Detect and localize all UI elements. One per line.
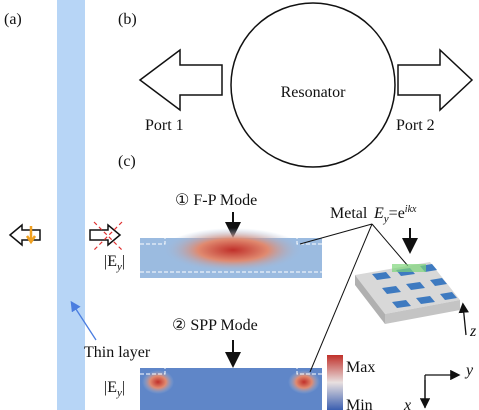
port-label: Port 2 bbox=[396, 117, 435, 134]
thin-layer-strip bbox=[57, 0, 85, 410]
colorbar-max: Max bbox=[346, 359, 375, 376]
resonator bbox=[230, 2, 396, 168]
pointer bbox=[70, 300, 97, 341]
field-label: |Ey| bbox=[104, 253, 125, 273]
metal-outline bbox=[140, 368, 322, 375]
transmitted-arrow bbox=[89, 223, 122, 247]
colorbar bbox=[327, 355, 343, 410]
field-hotspot bbox=[163, 228, 303, 272]
axis-label: z bbox=[469, 323, 477, 340]
field-hotspot bbox=[288, 370, 320, 394]
port-arrow bbox=[397, 48, 474, 112]
mode-title: ① F-P Mode bbox=[175, 192, 257, 209]
slab-side bbox=[355, 275, 385, 324]
excitation-spot bbox=[392, 264, 426, 272]
axis-arrow bbox=[458, 302, 469, 336]
slab-front bbox=[385, 300, 460, 324]
resonator-label: Resonator bbox=[281, 84, 347, 101]
reflected-arrow bbox=[8, 223, 41, 247]
metal-outline bbox=[140, 238, 322, 273]
colorbar-min: Min bbox=[346, 397, 373, 410]
panel-label: (a) bbox=[4, 11, 22, 28]
axis-label: y bbox=[464, 362, 474, 379]
excitation-label: Ey=eikx bbox=[373, 204, 417, 225]
thin-layer-label: Thin layer bbox=[84, 344, 151, 361]
panel-label: (b) bbox=[118, 11, 137, 28]
axis-label: x bbox=[403, 397, 411, 410]
panel-label: (c) bbox=[118, 153, 136, 170]
field-label: |Ey| bbox=[104, 379, 125, 399]
polarization-arrow bbox=[25, 226, 37, 245]
field-hotspot bbox=[142, 370, 174, 394]
metal-label: Metal bbox=[330, 205, 368, 222]
port-arrow bbox=[138, 48, 223, 112]
port-label: Port 1 bbox=[145, 117, 184, 134]
metal-pointer bbox=[299, 223, 409, 373]
mode-title: ② SPP Mode bbox=[172, 317, 258, 334]
